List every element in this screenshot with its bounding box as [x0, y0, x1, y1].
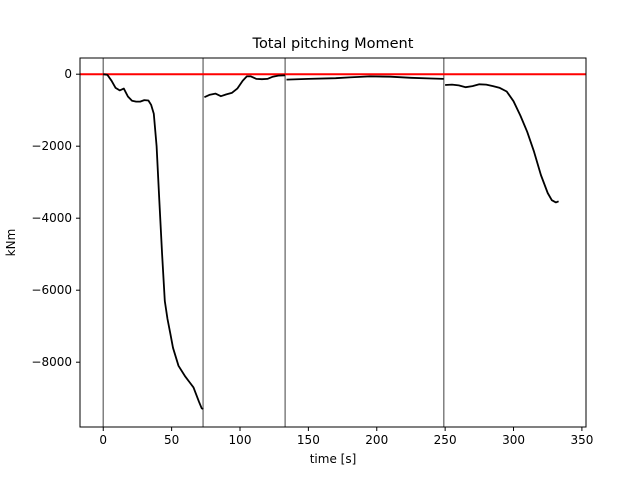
x-axis-label: time [s] [310, 452, 357, 466]
plot-frame [79, 57, 587, 428]
x-tick-label: 0 [99, 433, 107, 447]
tick-marks [76, 73, 583, 431]
series-line-3 [286, 75, 444, 81]
y-tick-label: −2000 [31, 139, 72, 153]
series-line-2 [204, 74, 286, 99]
y-tick-label: 0 [64, 67, 72, 81]
series-line-1 [103, 73, 204, 410]
x-tick-label: 100 [229, 433, 252, 447]
x-tick-label: 150 [297, 433, 320, 447]
y-tick-label: −4000 [31, 211, 72, 225]
y-tick-label: −6000 [31, 283, 72, 297]
x-tick-label: 250 [434, 433, 457, 447]
series-line-4 [445, 83, 559, 204]
x-tick-label: 350 [570, 433, 593, 447]
x-tick-label: 50 [164, 433, 179, 447]
plot-lines [80, 58, 586, 427]
tick-labels: 0 50 100 150 200 250 300 350 0 −2000 −4000 −6000 −80… [31, 67, 593, 447]
y-tick-label: −8000 [31, 355, 72, 369]
x-tick-label: 200 [365, 433, 388, 447]
y-axis-label: kNm [4, 229, 18, 257]
chart-title: Total pitching Moment [252, 36, 414, 52]
x-tick-label: 300 [502, 433, 525, 447]
